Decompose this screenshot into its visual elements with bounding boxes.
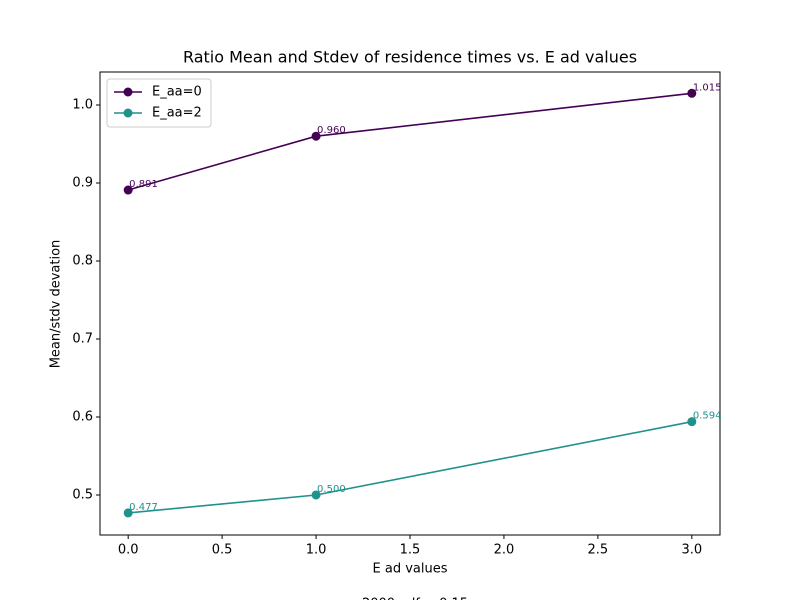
legend-label: E_aa=2	[152, 106, 202, 121]
y-tick-label: 0.5	[72, 487, 93, 502]
value-label: 1.015	[693, 82, 722, 93]
legend-label: E_aa=0	[152, 85, 202, 100]
legend-box	[106, 78, 212, 128]
y-axis-label: Mean/stdv devation	[49, 240, 64, 369]
marker	[311, 490, 321, 500]
x-tick-label: 0.5	[212, 543, 233, 558]
value-label: 0.594	[693, 411, 722, 422]
y-tick-label: 1.0	[72, 97, 93, 112]
plot-frame	[99, 71, 721, 536]
marker	[687, 88, 697, 98]
value-label: 0.960	[317, 125, 346, 136]
y-tick-label: 0.9	[72, 175, 93, 190]
value-label: 0.891	[129, 179, 158, 190]
marker	[123, 185, 133, 195]
value-label: 0.500	[317, 484, 346, 495]
footnote: 2000 adf = 0.15	[362, 597, 468, 600]
x-tick-label: 2.5	[588, 543, 609, 558]
chart-title: Ratio Mean and Stdev of residence times …	[183, 48, 637, 67]
series-line	[128, 420, 692, 514]
y-tick-label: 0.8	[72, 253, 93, 268]
marker	[687, 417, 697, 427]
x-tick-label: 0.0	[118, 543, 139, 558]
x-tick-label: 2.0	[494, 543, 515, 558]
x-tick-label: 1.0	[306, 543, 327, 558]
legend-marker	[123, 108, 133, 118]
marker	[311, 131, 321, 141]
x-tick-label: 3.0	[681, 543, 702, 558]
value-label: 0.477	[129, 502, 158, 513]
x-tick-label: 1.5	[400, 543, 421, 558]
marker	[123, 508, 133, 518]
x-axis-label: E ad values	[373, 562, 448, 577]
y-tick-label: 0.7	[72, 331, 93, 346]
legend-marker	[123, 87, 133, 97]
series-line	[127, 92, 692, 191]
y-tick-label: 0.6	[72, 409, 93, 424]
